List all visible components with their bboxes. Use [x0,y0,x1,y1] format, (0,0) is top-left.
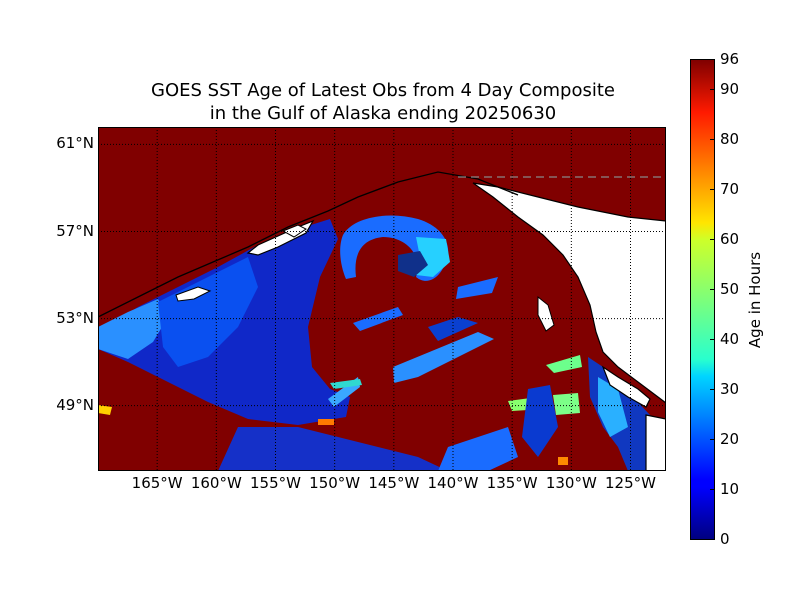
colorbar-tick-label: 90 [720,79,740,98]
obs-yellow-speck [98,405,112,415]
obs-teal-band [330,379,362,389]
lon-tick-label: 130°W [545,474,597,492]
obs-swath-blue-band [158,257,258,367]
obs-swath-cyan-edge [98,299,168,359]
colorbar-tick-label: 80 [720,129,740,148]
obs-eddy-ring [398,251,428,277]
graticule [98,127,666,471]
land-alaska-peninsula-2 [175,286,212,302]
colorbar-tick-label: 60 [720,229,740,248]
sst-age-map [98,127,666,471]
obs-streak-1 [456,277,498,299]
colorbar-tick-label: 30 [720,379,740,398]
land-washington [645,414,666,471]
obs-green-patch-1 [546,355,582,373]
colorbar-tick-label: 50 [720,279,740,298]
lat-tick-label: 57°N [56,221,94,240]
lon-tick-label: 145°W [368,474,420,492]
colorbar-ticks [710,59,715,540]
colorbar-gradient [690,59,715,540]
lon-tick-label: 165°W [131,474,183,492]
coastline-upper [98,171,519,318]
land-vancouver-island [601,365,651,408]
land-mainland [472,182,666,404]
lat-tick-label: 53°N [56,308,94,327]
chart-title-line-1: GOES SST Age of Latest Obs from 4 Day Co… [151,80,615,101]
colorbar-label: Age in Hours [746,251,764,349]
colorbar-tick-label: 0 [720,529,730,548]
lon-tick-label: 125°W [605,474,656,492]
obs-orange-speck-2 [318,419,334,425]
colorbar-tick-label: 70 [720,179,740,198]
map-frame [98,127,666,471]
obs-orange-speck [558,457,568,465]
colorbar-tick-label: 20 [720,429,740,448]
land-haida-gwaii [537,295,555,332]
colorbar [690,59,715,540]
colorbar-tick-label: 40 [720,329,740,348]
land-kodiak [281,224,307,238]
lon-tick-label: 150°W [309,474,361,492]
lat-tick-label: 49°N [56,395,94,414]
obs-green-patch-3 [553,393,580,415]
chart-title-line-2: in the Gulf of Alaska ending 20250630 [209,103,557,124]
colorbar-tick-label: 10 [720,479,740,498]
lon-tick-label: 140°W [427,474,479,492]
lon-tick-label: 155°W [250,474,301,492]
lat-tick-label: 61°N [56,134,94,153]
obs-coastal-cyan [598,377,628,437]
obs-lower-blue-2 [438,427,518,471]
lon-tick-label: 160°W [190,474,242,492]
obs-right-blue [522,385,558,457]
lon-tick-label: 135°W [486,474,538,492]
colorbar-tick-label: 96 [720,49,740,68]
obs-streak-2 [393,332,494,383]
